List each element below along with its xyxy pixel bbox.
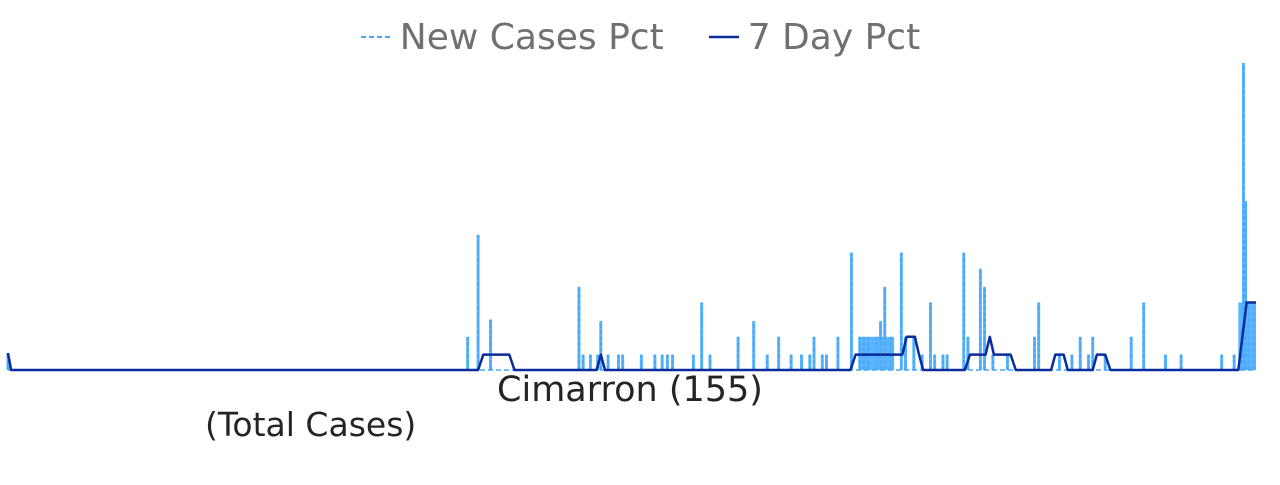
new-cases-spike	[1091, 336, 1095, 370]
new-cases-spike	[912, 336, 916, 370]
plot-area	[6, 63, 1256, 372]
category-axis-label: Cimarron (155)	[497, 370, 763, 410]
legend-item-new-cases-pct[interactable]: New Cases Pct	[360, 17, 664, 58]
metric-label: (Total Cases)	[205, 405, 417, 444]
new-cases-spike	[812, 336, 816, 370]
legend-label-7-day-pct: 7 Day Pct	[747, 16, 921, 58]
new-cases-spike	[1129, 336, 1133, 370]
legend-label-new-cases-pct: New Cases Pct	[399, 16, 664, 58]
legend-item-7-day-pct[interactable]: 7 Day Pct	[708, 16, 921, 58]
legend-swatch-solid	[708, 35, 739, 39]
seven-day-pct-line	[6, 301, 1256, 372]
new-cases-spike	[962, 252, 966, 370]
new-cases-spike	[849, 252, 853, 370]
new-cases-spike	[883, 286, 887, 370]
new-cases-spike	[1078, 336, 1082, 370]
new-cases-spike	[577, 286, 581, 370]
new-cases-spike	[966, 336, 970, 370]
chart-legend: New Cases Pct 7 Day Pct	[0, 12, 1280, 62]
new-cases-spike	[777, 336, 781, 370]
legend-swatch-dashed	[360, 36, 391, 38]
new-cases-spike	[904, 336, 908, 370]
new-cases-spike	[983, 286, 987, 370]
new-cases-spike	[1032, 336, 1036, 370]
new-cases-spike	[466, 336, 470, 370]
new-cases-spike	[899, 252, 903, 370]
new-cases-spike	[736, 336, 740, 370]
new-cases-spike	[836, 336, 840, 370]
